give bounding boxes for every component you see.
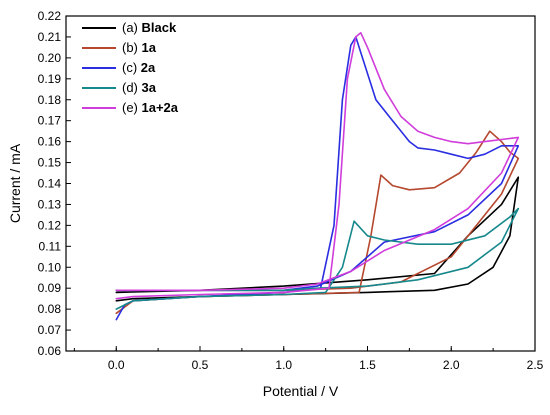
legend-label: (a) Black (122, 20, 177, 35)
y-tick-label: 0.11 (39, 239, 62, 253)
x-axis-label: Potential / V (263, 383, 339, 399)
x-tick-label: 2.5 (527, 358, 544, 372)
legend-label: (e) 1a+2a (122, 100, 179, 115)
y-tick-label: 0.15 (38, 156, 62, 170)
legend-item: (d) 3a (82, 80, 157, 95)
x-tick-label: 1.0 (275, 358, 292, 372)
y-tick-label: 0.13 (38, 197, 62, 211)
y-tick-label: 0.09 (38, 281, 62, 295)
y-tick-label: 0.17 (38, 114, 62, 128)
series-line-d (115, 207, 520, 310)
x-tick-label: 0.0 (108, 358, 125, 372)
y-tick-label: 0.19 (38, 72, 62, 86)
legend-label: (d) 3a (122, 80, 157, 95)
legend-label-prefix: (a) (122, 20, 142, 35)
y-tick-label: 0.22 (38, 9, 62, 23)
legend-item: (c) 2a (82, 60, 156, 75)
series-line-a (115, 176, 520, 302)
legend-item: (b) 1a (82, 40, 157, 55)
legend-label-prefix: (d) (122, 80, 142, 95)
y-axis-label: Current / mA (7, 143, 23, 223)
x-tick-label: 1.5 (359, 358, 376, 372)
series-line-e (115, 31, 520, 300)
legend-label-prefix: (b) (122, 40, 142, 55)
y-tick-label: 0.21 (38, 30, 62, 44)
y-tick-label: 0.14 (38, 177, 62, 191)
series-line-c (115, 36, 520, 321)
y-tick-label: 0.16 (38, 135, 62, 149)
y-tick-label: 0.07 (38, 323, 62, 337)
x-tick-label: 2.0 (443, 358, 460, 372)
series-layer (115, 31, 520, 321)
legend-label-compound: 3a (142, 80, 157, 95)
x-tick-label: 0.5 (192, 358, 209, 372)
y-tick-label: 0.12 (38, 218, 62, 232)
legend-item: (a) Black (82, 20, 177, 35)
legend-label-compound: 1a+2a (142, 100, 179, 115)
legend-label-prefix: (e) (122, 100, 142, 115)
legend-label-prefix: (c) (122, 60, 141, 75)
y-tick-label: 0.18 (38, 93, 62, 107)
legend-label-compound: 1a (142, 40, 157, 55)
legend-label-compound: Black (142, 20, 177, 35)
x-axis-ticks: 0.0 0.5 1.0 1.5 2.0 2.5 (73, 346, 544, 372)
y-tick-label: 0.10 (38, 260, 62, 274)
legend-label-compound: 2a (141, 60, 156, 75)
y-tick-label: 0.20 (38, 51, 62, 65)
legend: (a) Black(b) 1a(c) 2a(d) 3a(e) 1a+2a (82, 20, 179, 115)
y-axis-ticks: 0.06 0.07 0.08 0.09 0.10 0.11 0.12 0.13 0.14 0.15… (38, 9, 71, 358)
y-tick-label: 0.06 (38, 344, 62, 358)
y-tick-label: 0.08 (38, 302, 62, 316)
legend-item: (e) 1a+2a (82, 100, 179, 115)
legend-label: (c) 2a (122, 60, 156, 75)
legend-label: (b) 1a (122, 40, 157, 55)
